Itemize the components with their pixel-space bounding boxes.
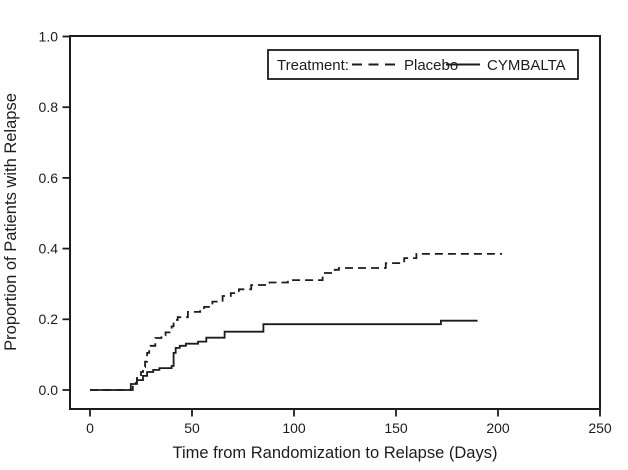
y-axis-ticks: 0.0 0.2 0.4 0.6 0.8 1.0 <box>39 28 70 398</box>
x-tick-label: 0 <box>86 420 94 436</box>
y-tick-label: 0.6 <box>39 170 59 186</box>
data-series <box>90 253 503 391</box>
y-tick-label: 1.0 <box>39 28 59 44</box>
y-tick-label: 0.2 <box>39 311 59 327</box>
series-cymbalta-curve <box>90 319 478 391</box>
x-tick-label: 100 <box>282 420 306 436</box>
x-tick-label: 50 <box>184 420 200 436</box>
y-tick-label: 0.0 <box>39 382 59 398</box>
x-axis-label: Time from Randomization to Relapse (Days… <box>173 444 498 462</box>
x-tick-label: 200 <box>486 420 510 436</box>
legend-placebo-label: Placebo <box>404 57 458 74</box>
legend-cymbalta-label: CYMBALTA <box>487 57 566 74</box>
y-tick-label: 0.8 <box>39 99 59 115</box>
y-tick-label: 0.4 <box>39 241 59 257</box>
legend-box <box>267 49 579 80</box>
y-axis-label: Proportion of Patients with Relapse <box>2 93 20 351</box>
series-placebo-curve <box>90 253 503 391</box>
legend: Treatment: Placebo CYMBALTA <box>267 49 579 80</box>
legend-title: Treatment: <box>277 57 349 74</box>
x-tick-label: 250 <box>588 420 612 436</box>
x-axis-ticks: 0 50 100 150 200 250 <box>86 409 612 436</box>
x-tick-label: 150 <box>384 420 408 436</box>
plot-frame <box>69 35 601 410</box>
